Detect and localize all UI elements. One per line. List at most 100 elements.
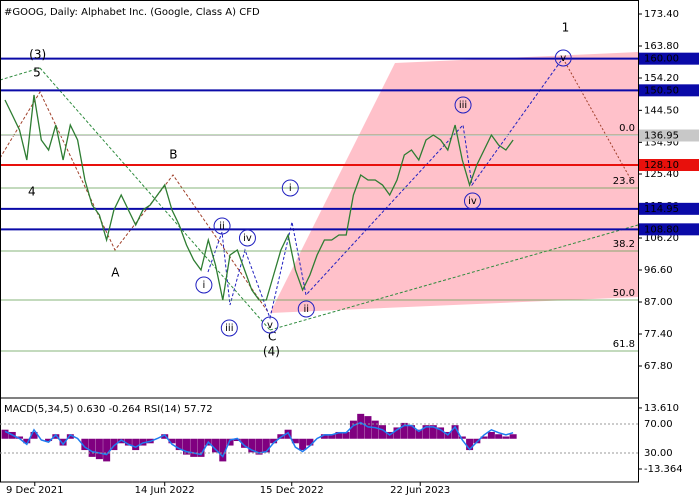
macd-bar — [291, 438, 299, 444]
level-tag — [639, 159, 699, 171]
fib-label: 38.2 — [613, 239, 635, 250]
fib-label: 0.0 — [619, 123, 635, 134]
macd-bar — [16, 436, 24, 439]
wave-label: 4 — [28, 185, 36, 199]
fib-label: 61.8 — [613, 339, 635, 350]
macd-bar — [161, 434, 169, 439]
level-label: 128.10 — [644, 160, 679, 171]
x-tick-label: 22 Jun 2023 — [390, 485, 450, 496]
y-tick-label: 77.40 — [644, 329, 673, 340]
wave-line — [39, 67, 271, 331]
wave-label: iii — [225, 323, 233, 334]
macd-bar — [335, 431, 343, 439]
wave-label: iii — [459, 100, 467, 111]
macd-bar — [168, 438, 176, 444]
x-tick-label: 9 Dec 2021 — [6, 485, 64, 496]
macd-bar — [219, 438, 227, 462]
macd-bar — [480, 436, 488, 439]
macd-bar — [429, 425, 437, 439]
level-label: 160.00 — [644, 54, 679, 65]
y-tick-label: 67.80 — [644, 361, 673, 372]
x-tick-label: 14 Jun 2022 — [135, 485, 195, 496]
y-tick-label: 125.40 — [644, 169, 679, 180]
macd-bar — [487, 431, 495, 439]
macd-bar — [458, 436, 466, 439]
macd-bar — [117, 438, 125, 444]
macd-bar — [451, 425, 459, 439]
macd-bar — [393, 427, 401, 439]
wave-label: A — [111, 266, 120, 280]
macd-bar — [255, 438, 263, 455]
macd-bar — [241, 438, 249, 448]
macd-bar — [66, 434, 74, 439]
macd-bar — [299, 438, 307, 451]
macd-bar — [422, 425, 430, 439]
macd-bar — [95, 438, 103, 460]
macd-bar — [52, 434, 60, 439]
y-tick-label: 106.20 — [644, 233, 679, 244]
wave-circle — [554, 49, 572, 67]
macd-bar — [88, 438, 96, 457]
level-tag — [639, 223, 699, 236]
macd-bar — [408, 425, 416, 439]
chart-title: #GOOG, Daily: Alphabet Inc. (Google, Cla… — [4, 7, 260, 18]
wave-circle — [213, 217, 231, 235]
wave-circle — [297, 300, 315, 318]
level-tag — [639, 202, 699, 215]
wave-label: (4) — [263, 345, 280, 359]
macd-bar — [110, 438, 118, 451]
level-tag — [639, 129, 699, 142]
macd-bar — [45, 438, 53, 442]
wave-label: v — [267, 320, 273, 331]
wave-label: 1 — [562, 21, 570, 35]
y-tick-label: 13.610 — [644, 403, 679, 414]
y2-tick-label: 70.00 — [644, 419, 673, 430]
macd-bar — [182, 438, 190, 455]
wave-circle — [281, 179, 299, 197]
level-label: 150.50 — [644, 85, 679, 96]
wave-label: C — [268, 330, 276, 344]
macd-bar — [349, 420, 357, 439]
indicator-title: MACD(5,34,5) 0.630 -0.264 RSI(14) 57.72 — [4, 404, 213, 415]
macd-bar — [328, 434, 336, 439]
y-tick-label: 154.20 — [644, 73, 679, 84]
wave-circle — [238, 229, 256, 247]
wave-label: i — [203, 280, 206, 291]
macd-bar — [502, 436, 510, 439]
macd-bar — [270, 438, 278, 444]
macd-bar — [371, 420, 379, 439]
macd-bar — [103, 438, 111, 462]
level-label: 114.95 — [644, 204, 679, 215]
wave-label: v — [560, 53, 566, 64]
wave-label: (3) — [29, 48, 46, 62]
macd-bar — [306, 438, 314, 446]
macd-bar — [124, 438, 132, 446]
y-tick-label: 144.50 — [644, 105, 679, 116]
wave-line — [269, 224, 639, 331]
macd-bar — [132, 438, 140, 451]
fib-label: 50.0 — [613, 288, 635, 299]
rsi-line — [4, 421, 514, 458]
wave-label: 5 — [33, 66, 41, 80]
macd-bar — [197, 438, 205, 457]
level-tag — [639, 84, 699, 97]
wave-label: iv — [243, 233, 252, 244]
macd-bar — [400, 422, 408, 439]
wave-circle — [261, 316, 279, 334]
y-tick-label: 163.80 — [644, 41, 679, 52]
macd-bar — [233, 438, 241, 442]
plot-frame — [0, 0, 639, 483]
y-tick-label: 173.40 — [644, 9, 679, 20]
macd-bar — [248, 438, 256, 453]
macd-bar — [175, 438, 183, 451]
macd-bar — [212, 438, 220, 453]
wave-circle — [220, 319, 238, 337]
y-tick-label: 134.90 — [644, 137, 679, 148]
wave-lines — [0, 57, 639, 331]
macd-bar — [30, 431, 38, 439]
wave-label: i — [289, 183, 292, 194]
y-tick-label: 96.60 — [644, 265, 673, 276]
y2-tick-label: 30.00 — [644, 448, 673, 459]
wave-label: ii — [219, 221, 225, 232]
macd-bar — [437, 427, 445, 439]
